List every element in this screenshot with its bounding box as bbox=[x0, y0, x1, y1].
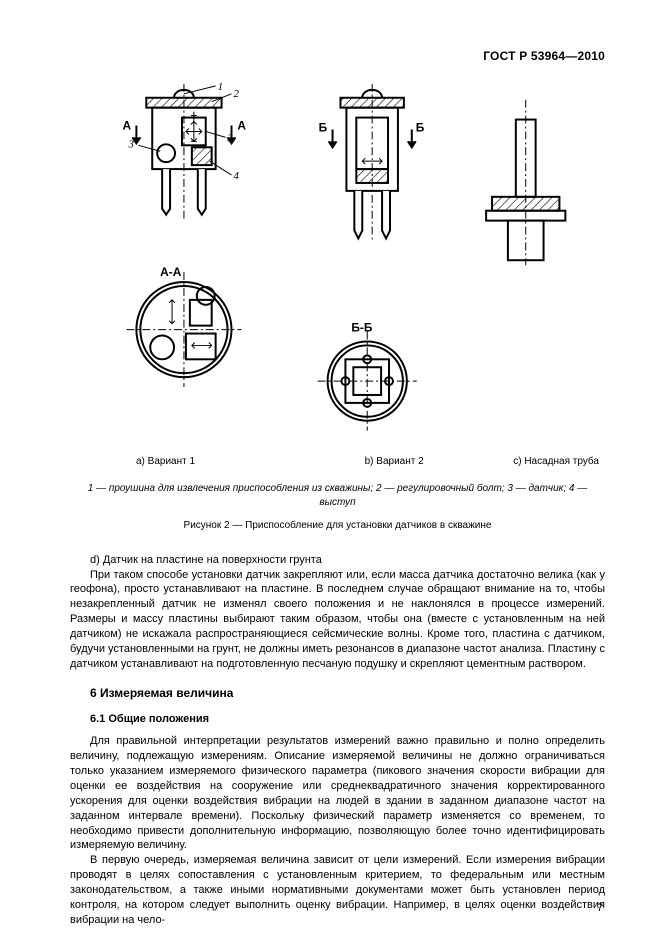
list-item-d: d) Датчик на пластине на поверхности гру… bbox=[70, 553, 605, 568]
caption-b: b) Вариант 2 bbox=[365, 455, 424, 469]
page-number: 7 bbox=[597, 901, 603, 916]
svg-text:Б-Б: Б-Б bbox=[351, 321, 372, 335]
figure-legend: 1 — проушина для извлечения приспособлен… bbox=[70, 482, 605, 509]
figure-2: 1 2 3 3 4 А А bbox=[70, 72, 605, 468]
caption-a: a) Вариант 1 bbox=[136, 455, 195, 469]
svg-text:1: 1 bbox=[218, 81, 223, 93]
svg-text:А: А bbox=[123, 119, 132, 133]
svg-text:Б: Б bbox=[319, 121, 328, 135]
heading-6-1: 6.1 Общие положения bbox=[90, 712, 605, 727]
page-root: ГОСТ Р 53964—2010 bbox=[0, 0, 661, 936]
caption-c: c) Насадная труба bbox=[513, 455, 599, 469]
figure-caption-row: a) Вариант 1 b) Вариант 2 c) Насадная тр… bbox=[70, 455, 605, 469]
para-6-1a: Для правильной интерпретации результатов… bbox=[70, 734, 605, 853]
svg-text:Б: Б bbox=[416, 121, 425, 135]
para-6-1b: В первую очередь, измеряемая величина за… bbox=[70, 853, 605, 927]
heading-6: 6 Измеряемая величина bbox=[90, 685, 605, 701]
svg-text:2: 2 bbox=[233, 88, 239, 100]
figure-svg: 1 2 3 3 4 А А bbox=[70, 72, 605, 448]
para-d: При таком способе установки датчик закре… bbox=[70, 568, 605, 672]
figure-title: Рисунок 2 — Приспособление для установки… bbox=[70, 519, 605, 533]
doc-id: ГОСТ Р 53964—2010 bbox=[70, 48, 605, 64]
svg-text:4: 4 bbox=[233, 170, 239, 182]
svg-text:А-А: А-А bbox=[160, 265, 182, 279]
svg-text:А: А bbox=[237, 119, 246, 133]
